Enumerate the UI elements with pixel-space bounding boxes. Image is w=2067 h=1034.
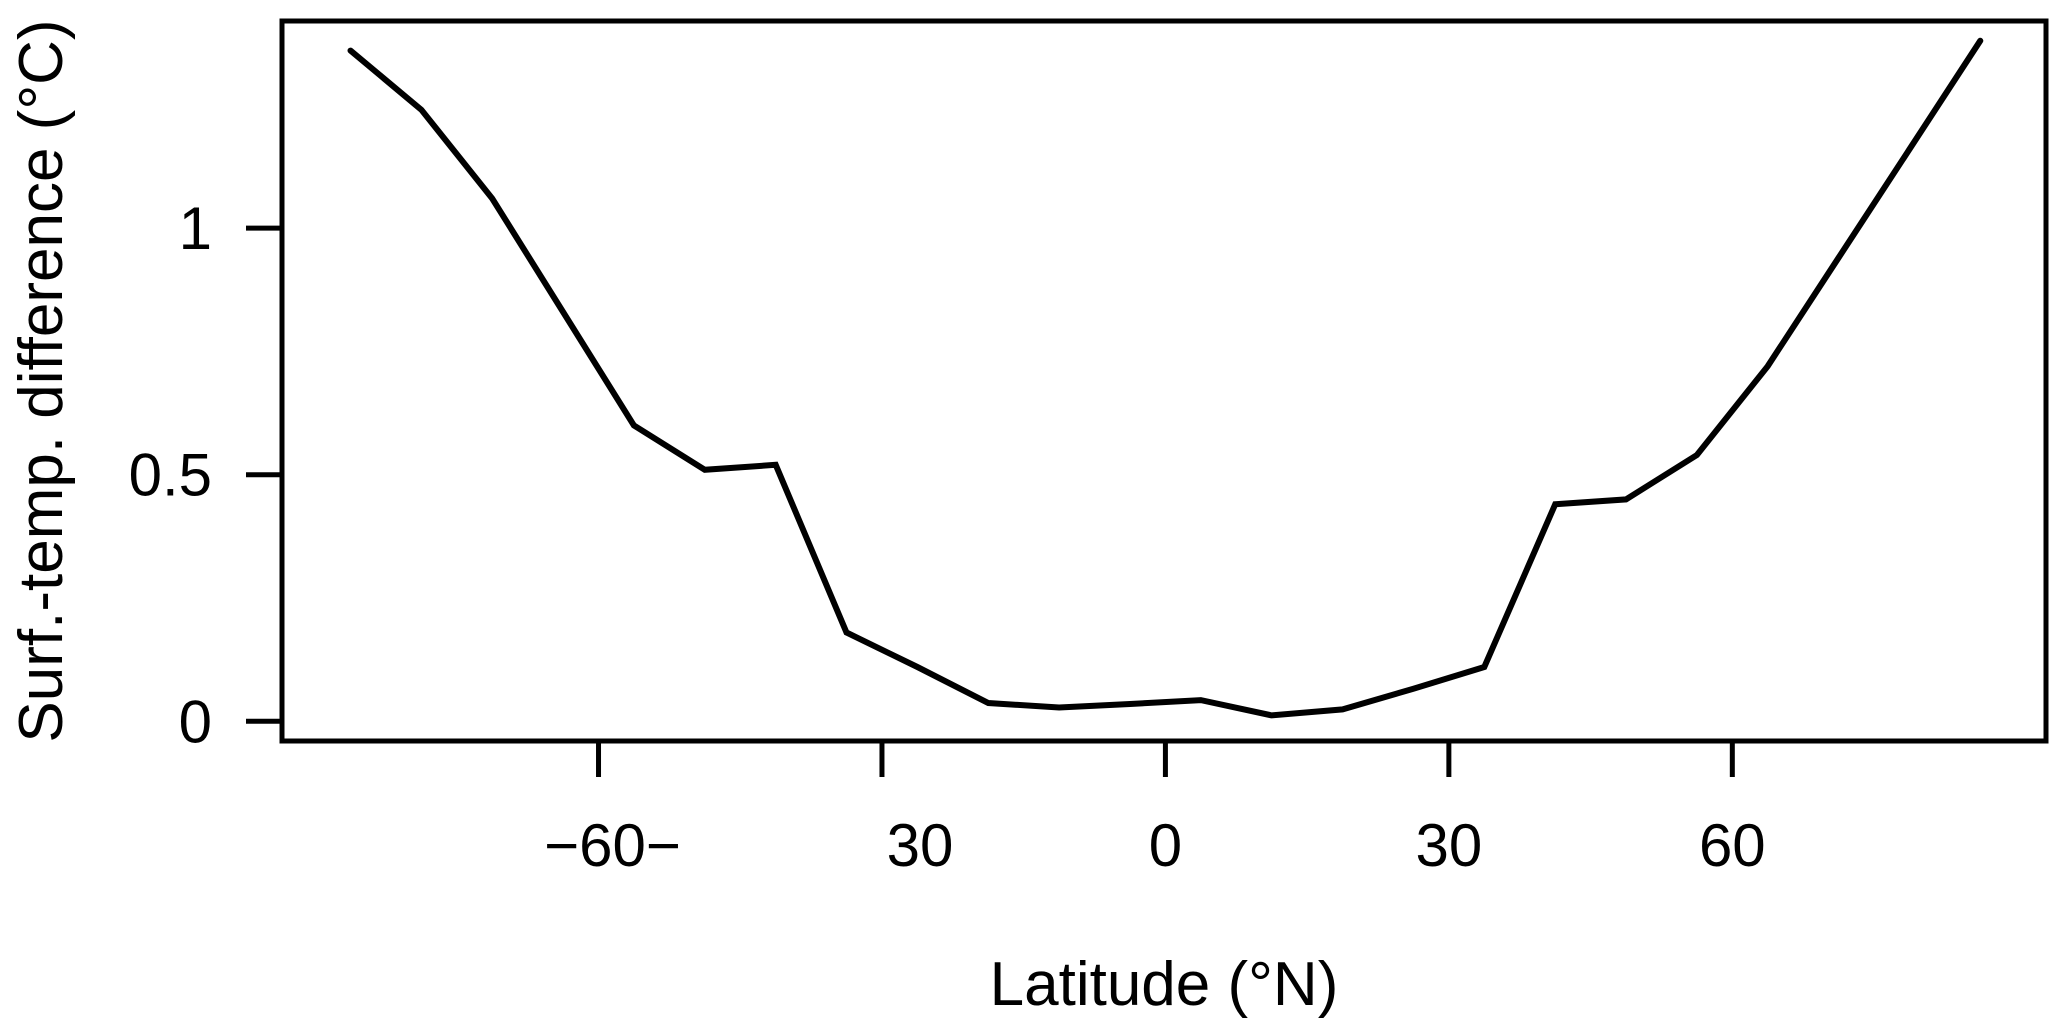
x-axis-tick-label: 0 [1149, 812, 1182, 879]
y-axis-tick-label: 0 [179, 688, 212, 755]
y-axis-tick-label: 1 [179, 195, 212, 262]
x-axis-tick-label: −60− [544, 812, 681, 879]
x-axis-tick-label: 30 [1415, 812, 1482, 879]
x-axis-tick-label: 60 [1699, 812, 1766, 879]
y-axis-title: Surf.-temp. difference (°C) [7, 19, 76, 742]
axes-ticks: −60− 30 0 30 60 0 0.5 1 [129, 195, 1766, 879]
x-axis-title: Latitude (°N) [990, 950, 1339, 1019]
y-axis-tick-label: 0.5 [129, 442, 212, 509]
temperature-curve [347, 37, 1984, 719]
x-axis-tick-label: 30 [887, 812, 954, 879]
plot-area-border [279, 18, 2049, 744]
